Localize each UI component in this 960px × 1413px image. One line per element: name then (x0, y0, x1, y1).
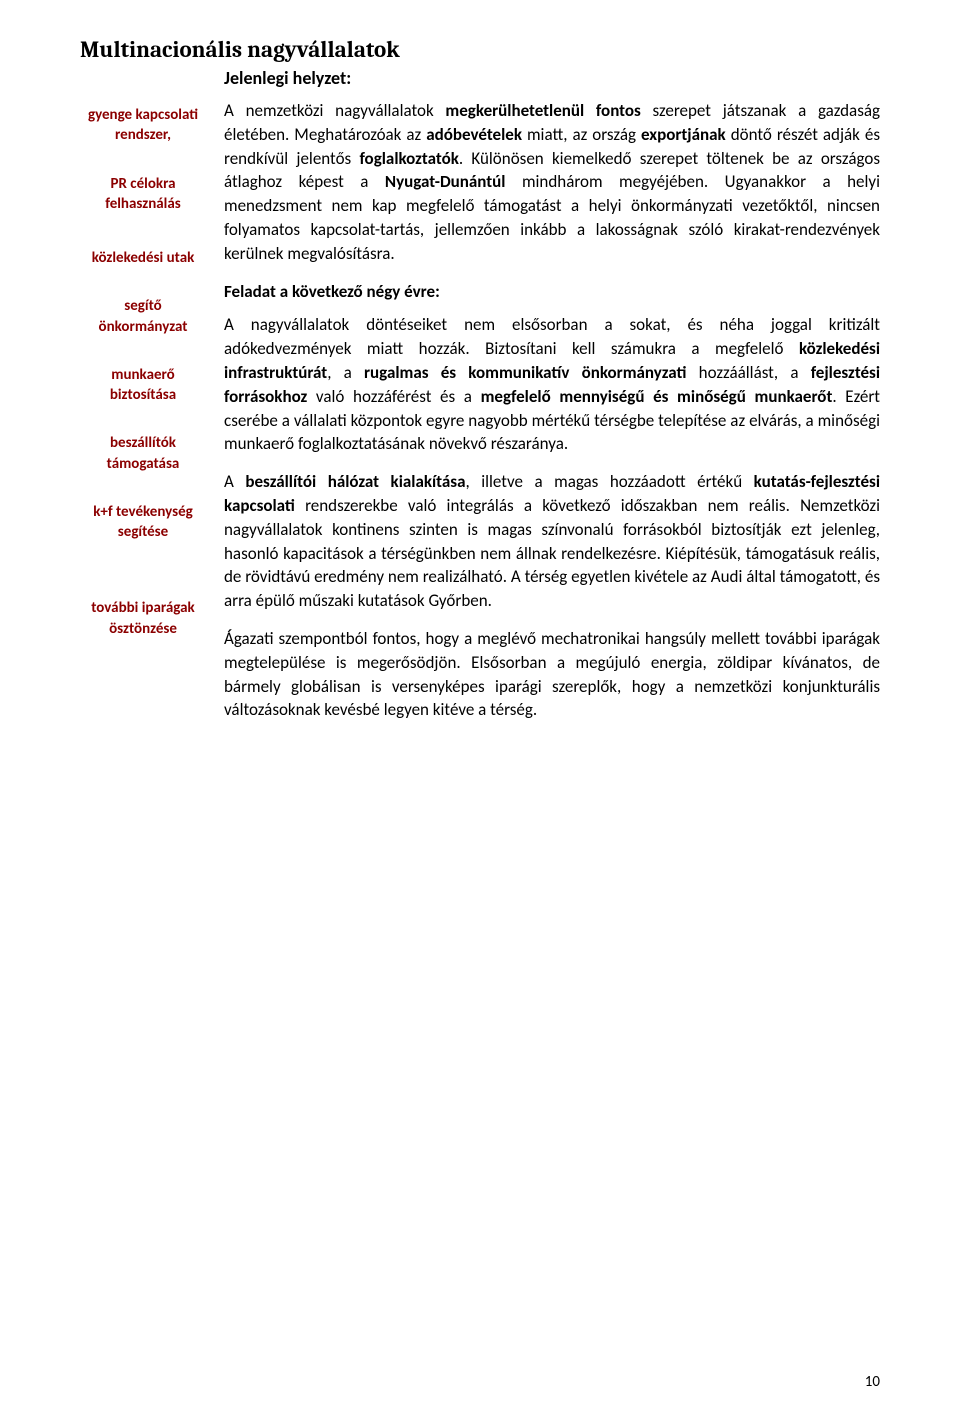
body-paragraph: A nemzetközi nagyvállalatok megkerülhete… (224, 99, 880, 266)
text-run: , a (327, 362, 364, 383)
text-bold: adóbevételek (426, 124, 522, 145)
margin-note: segítő önkormányzat (80, 296, 206, 337)
text-bold: Nyugat-Dunántúl (385, 171, 506, 192)
page-number: 10 (865, 1373, 880, 1391)
margin-column: gyenge kapcsolati rendszer, PR célokra f… (80, 99, 224, 667)
text-run: hozzáállást, a (686, 362, 810, 383)
text-bold: rugalmas és kommunikatív önkormányzati (364, 362, 686, 383)
text-run: A nagyvállalatok döntéseiket nem elsősor… (224, 314, 880, 359)
text-bold: megkerülhetetlenül fontos (445, 100, 640, 121)
text-run: A nemzetközi nagyvállalatok (224, 100, 445, 121)
subsection-heading-tasks: Feladat a következő négy évre: (224, 280, 880, 304)
text-bold: foglalkoztatók (359, 148, 458, 169)
body-paragraph: A nagyvállalatok döntéseiket nem elsősor… (224, 313, 880, 456)
text-run: , illetve a magas hozzáadott értékű (465, 471, 753, 492)
text-run: rendszerekbe való integrálás a következő… (224, 495, 880, 611)
body-column: A nemzetközi nagyvállalatok megkerülhete… (224, 99, 880, 736)
margin-note: beszállítók támogatása (80, 433, 206, 474)
margin-note: munkaerő biztosítása (80, 365, 206, 406)
content-row: gyenge kapcsolati rendszer, PR célokra f… (80, 99, 880, 736)
page-title: Multinacionális nagyvállalatok (80, 36, 880, 63)
margin-note: közlekedési utak (80, 248, 206, 268)
text-run: miatt, az ország (522, 124, 641, 145)
text-bold: megfelelő mennyiségű és minőségű munkaer… (481, 386, 833, 407)
margin-note: PR célokra felhasználás (80, 174, 206, 215)
body-paragraph: A beszállítói hálózat kialakítása, illet… (224, 470, 880, 613)
text-run: való hozzáférést és a (307, 386, 480, 407)
body-paragraph: Ágazati szempontból fontos, hogy a meglé… (224, 627, 880, 722)
text-bold: exportjának (641, 124, 726, 145)
margin-note: k+f tevékenység segítése (80, 502, 206, 543)
text-bold: beszállítói hálózat kialakítása (245, 471, 465, 492)
text-run: A (224, 471, 245, 492)
margin-note: gyenge kapcsolati rendszer, (80, 105, 206, 146)
margin-note: további iparágak ösztönzése (80, 598, 206, 639)
subsection-heading-current: Jelenlegi helyzet: (224, 67, 880, 89)
